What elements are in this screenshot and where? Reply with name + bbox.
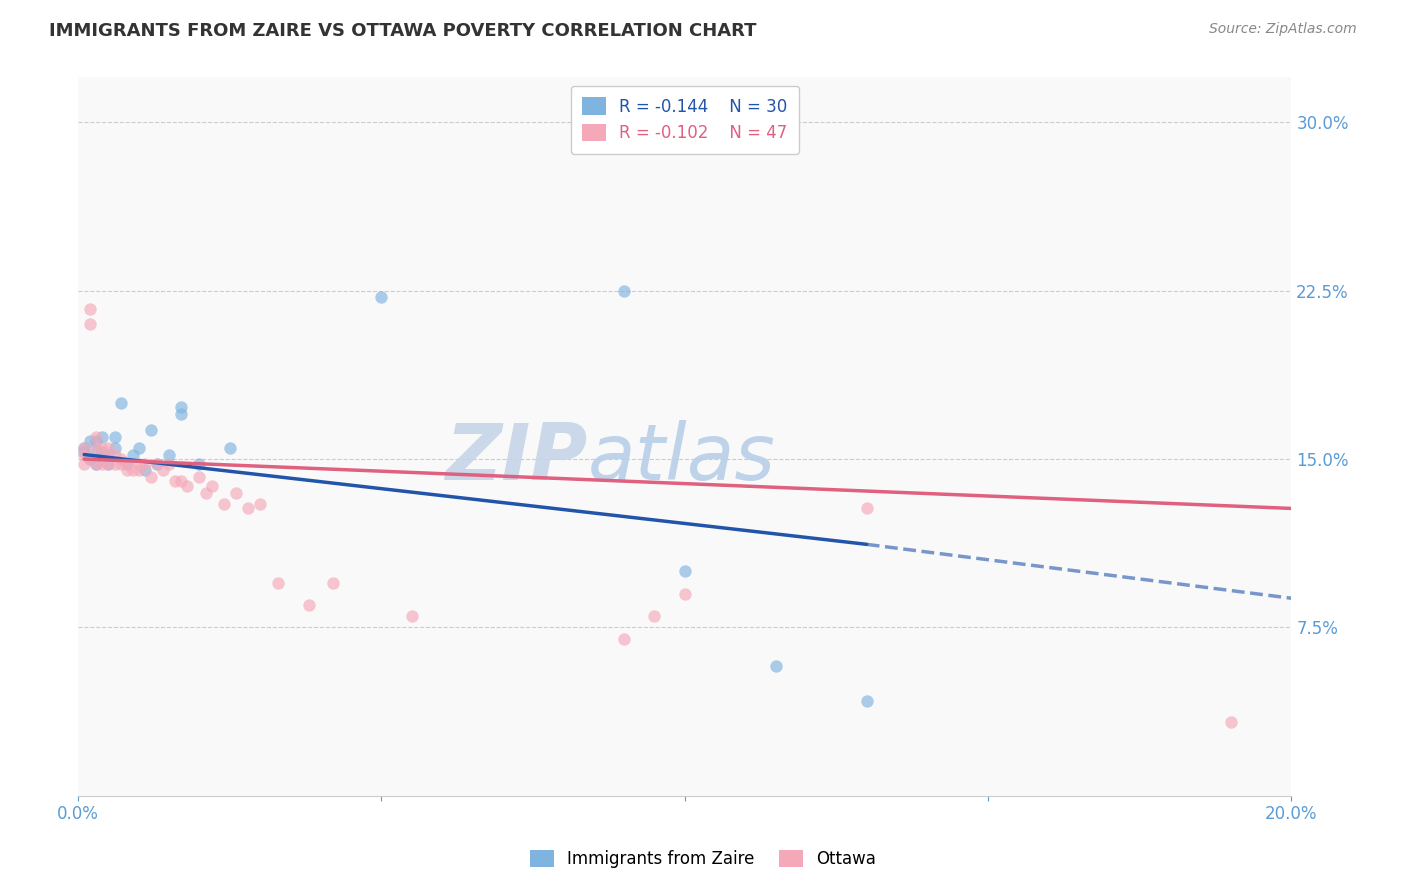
Point bbox=[176, 479, 198, 493]
Point bbox=[1219, 714, 1241, 729]
Point bbox=[73, 457, 96, 471]
Legend: R = -0.144    N = 30, R = -0.102    N = 47: R = -0.144 N = 30, R = -0.102 N = 47 bbox=[571, 86, 799, 153]
Point bbox=[73, 441, 96, 455]
Point bbox=[86, 445, 108, 459]
Legend: Immigrants from Zaire, Ottawa: Immigrants from Zaire, Ottawa bbox=[523, 843, 883, 875]
Point bbox=[91, 429, 114, 443]
Point bbox=[79, 301, 101, 316]
Point bbox=[79, 434, 101, 448]
Point bbox=[188, 457, 211, 471]
Text: Source: ZipAtlas.com: Source: ZipAtlas.com bbox=[1209, 22, 1357, 37]
Point bbox=[139, 423, 162, 437]
Point bbox=[370, 290, 392, 304]
Point bbox=[157, 448, 180, 462]
Point bbox=[97, 457, 120, 471]
Point bbox=[97, 448, 120, 462]
Point bbox=[146, 457, 169, 471]
Point bbox=[86, 441, 108, 455]
Point bbox=[765, 658, 787, 673]
Point bbox=[110, 452, 132, 467]
Point bbox=[134, 463, 156, 477]
Point bbox=[115, 457, 138, 471]
Point bbox=[673, 564, 696, 578]
Text: IMMIGRANTS FROM ZAIRE VS OTTAWA POVERTY CORRELATION CHART: IMMIGRANTS FROM ZAIRE VS OTTAWA POVERTY … bbox=[49, 22, 756, 40]
Point bbox=[225, 485, 247, 500]
Point bbox=[128, 463, 150, 477]
Point bbox=[267, 575, 290, 590]
Point bbox=[298, 598, 321, 612]
Point bbox=[249, 497, 271, 511]
Point bbox=[79, 452, 101, 467]
Point bbox=[97, 441, 120, 455]
Point bbox=[91, 445, 114, 459]
Point bbox=[165, 475, 187, 489]
Point bbox=[855, 694, 877, 708]
Point bbox=[212, 497, 235, 511]
Point bbox=[86, 457, 108, 471]
Point bbox=[855, 501, 877, 516]
Point bbox=[401, 609, 423, 624]
Point bbox=[170, 407, 193, 421]
Point bbox=[128, 457, 150, 471]
Point bbox=[218, 441, 240, 455]
Point bbox=[139, 470, 162, 484]
Point bbox=[103, 441, 125, 455]
Text: ZIP: ZIP bbox=[446, 420, 588, 496]
Point bbox=[236, 501, 259, 516]
Point bbox=[97, 448, 120, 462]
Point bbox=[170, 475, 193, 489]
Point bbox=[643, 609, 665, 624]
Point bbox=[103, 429, 125, 443]
Point bbox=[322, 575, 344, 590]
Point bbox=[73, 445, 96, 459]
Point bbox=[110, 457, 132, 471]
Point bbox=[200, 479, 222, 493]
Point bbox=[157, 457, 180, 471]
Point bbox=[110, 396, 132, 410]
Point bbox=[121, 463, 143, 477]
Point bbox=[121, 448, 143, 462]
Point bbox=[86, 457, 108, 471]
Point bbox=[91, 441, 114, 455]
Point bbox=[103, 448, 125, 462]
Point bbox=[79, 452, 101, 467]
Point bbox=[97, 457, 120, 471]
Point bbox=[194, 485, 217, 500]
Point bbox=[91, 457, 114, 471]
Point bbox=[134, 457, 156, 471]
Point bbox=[152, 463, 174, 477]
Point bbox=[73, 441, 96, 455]
Point bbox=[115, 463, 138, 477]
Point bbox=[86, 429, 108, 443]
Point bbox=[79, 318, 101, 332]
Point bbox=[128, 441, 150, 455]
Text: atlas: atlas bbox=[588, 420, 776, 496]
Point bbox=[188, 470, 211, 484]
Point bbox=[73, 448, 96, 462]
Point bbox=[613, 284, 636, 298]
Point bbox=[613, 632, 636, 646]
Point bbox=[170, 401, 193, 415]
Point bbox=[103, 457, 125, 471]
Point bbox=[115, 457, 138, 471]
Point bbox=[673, 587, 696, 601]
Point bbox=[86, 434, 108, 448]
Point bbox=[146, 457, 169, 471]
